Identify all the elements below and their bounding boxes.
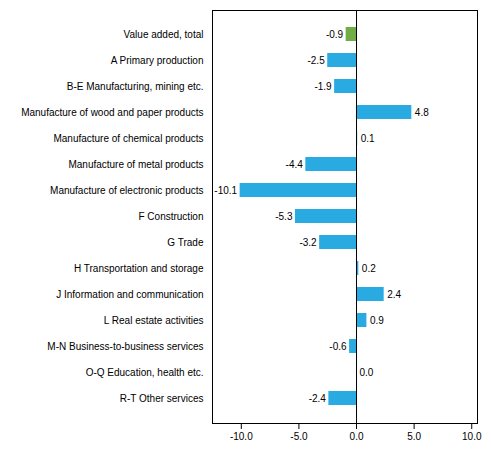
svg-text:-4.4: -4.4 [286,159,304,170]
svg-text:-5.3: -5.3 [275,211,293,222]
svg-text:0.1: 0.1 [361,133,375,144]
svg-text:-3.2: -3.2 [299,237,317,248]
svg-text:-2.5: -2.5 [307,55,325,66]
svg-text:Manufacture of chemical produc: Manufacture of chemical products [53,133,203,144]
svg-text:Manufacture of electronic prod: Manufacture of electronic products [50,185,203,196]
svg-text:-0.6: -0.6 [329,341,347,352]
svg-text:4.8: 4.8 [415,107,429,118]
svg-text:0.9: 0.9 [370,315,384,326]
svg-text:H Transportation and storage: H Transportation and storage [74,263,204,274]
svg-text:J Information and communicatio: J Information and communication [56,289,203,300]
svg-text:G Trade: G Trade [167,237,204,248]
svg-text:L Real estate activities: L Real estate activities [104,315,204,326]
svg-text:A Primary production: A Primary production [111,55,204,66]
svg-text:10.0: 10.0 [462,431,482,442]
svg-text:2.4: 2.4 [387,289,401,300]
svg-text:M-N Business-to-business servi: M-N Business-to-business services [47,341,203,352]
svg-text:0.2: 0.2 [362,263,376,274]
svg-text:-2.4: -2.4 [309,393,327,404]
svg-text:Manufacture of wood and paper: Manufacture of wood and paper products [21,107,203,118]
svg-text:5.0: 5.0 [407,431,421,442]
svg-text:-10.1: -10.1 [214,185,237,196]
svg-text:O-Q Education, health etc.: O-Q Education, health etc. [86,367,204,378]
svg-text:0.0: 0.0 [350,431,364,442]
svg-text:-1.9: -1.9 [314,81,332,92]
svg-text:R-T Other services: R-T Other services [120,393,204,404]
svg-text:F Construction: F Construction [138,211,203,222]
svg-text:-10.0: -10.0 [230,431,253,442]
svg-text:Value added, total: Value added, total [124,29,204,40]
svg-text:0.0: 0.0 [360,367,374,378]
svg-text:-0.9: -0.9 [326,29,344,40]
svg-text:Manufacture of metal products: Manufacture of metal products [68,159,203,170]
svg-text:B-E Manufacturing, mining etc.: B-E Manufacturing, mining etc. [67,81,204,92]
svg-text:-5.0: -5.0 [290,431,308,442]
